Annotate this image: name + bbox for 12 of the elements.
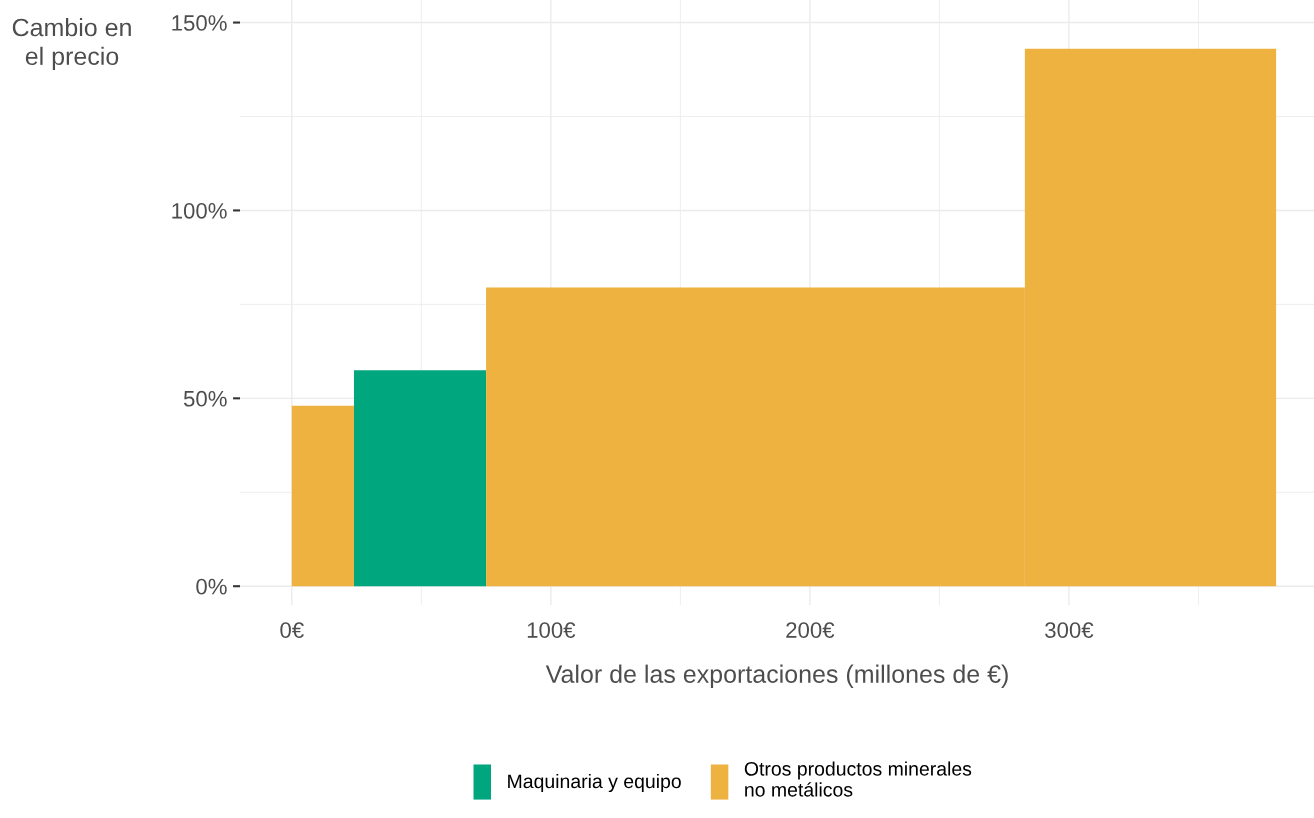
legend-label: Maquinaria y equipo (508, 773, 681, 793)
x-axis-title: Valor de las exportaciones (millones de €) (545, 664, 1008, 688)
y-tick-label: 0% (196, 578, 227, 595)
y-tick-label: 100% (172, 202, 227, 219)
legend-label: Otros productos minerales no metálicos (744, 761, 972, 797)
y-tick-label: 150% (172, 15, 227, 31)
y-tick-label: 50% (183, 390, 227, 407)
y-axis-title: Cambio en el precio (12, 18, 131, 71)
x-tick-label: 100€ (527, 622, 576, 638)
x-tick-label: 300€ (1045, 622, 1094, 638)
x-tick-label: 200€ (786, 622, 835, 638)
x-tick-label: 0€ (280, 622, 304, 638)
